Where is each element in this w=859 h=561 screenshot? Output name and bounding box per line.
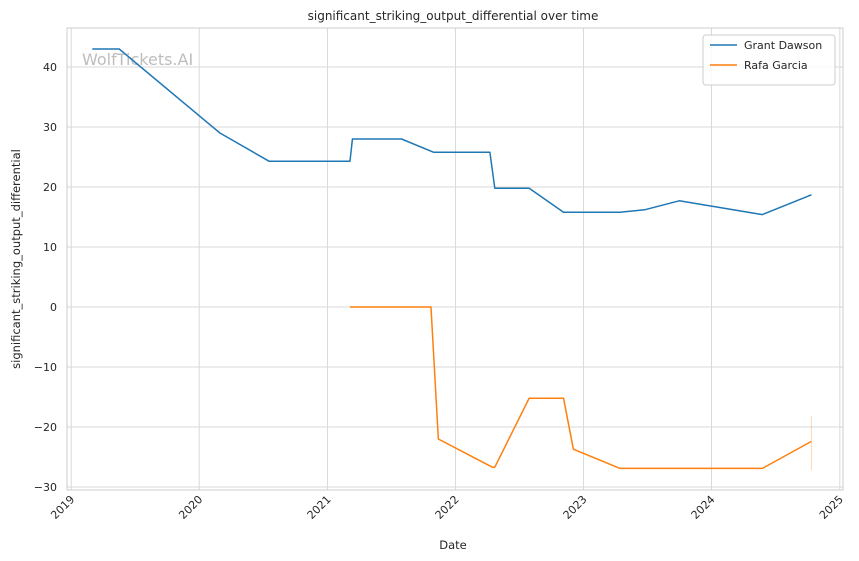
legend-label: Rafa Garcia bbox=[744, 59, 808, 72]
y-tick-label: 40 bbox=[43, 61, 57, 74]
y-axis-ticks: 40 30 20 10 0 −10 −20 −30 bbox=[34, 61, 57, 494]
y-tick-label: −10 bbox=[34, 361, 57, 374]
chart-title: significant_striking_output_differential… bbox=[308, 9, 599, 23]
grid-lines bbox=[67, 28, 843, 490]
series-line-rafa-garcia bbox=[349, 306, 812, 470]
y-tick-label: 20 bbox=[43, 181, 57, 194]
y-tick-label: 10 bbox=[43, 241, 57, 254]
y-tick-label: 30 bbox=[43, 121, 57, 134]
y-axis-title: significant_striking_output_differential bbox=[9, 149, 23, 369]
legend-box bbox=[702, 34, 836, 86]
watermark: WolfTickets.AI bbox=[82, 50, 193, 69]
legend-label: Grant Dawson bbox=[744, 39, 822, 52]
x-axis-title: Date bbox=[439, 538, 467, 552]
plot-area bbox=[67, 28, 843, 490]
y-tick-label: −20 bbox=[34, 421, 57, 434]
plot-frame bbox=[66, 27, 844, 491]
legend: Grant Dawson Rafa Garcia bbox=[702, 34, 836, 86]
series-line-grant-dawson bbox=[92, 48, 812, 216]
y-tick-label: −30 bbox=[34, 481, 57, 494]
series-lines bbox=[92, 48, 812, 471]
y-tick-label: 0 bbox=[50, 301, 57, 314]
